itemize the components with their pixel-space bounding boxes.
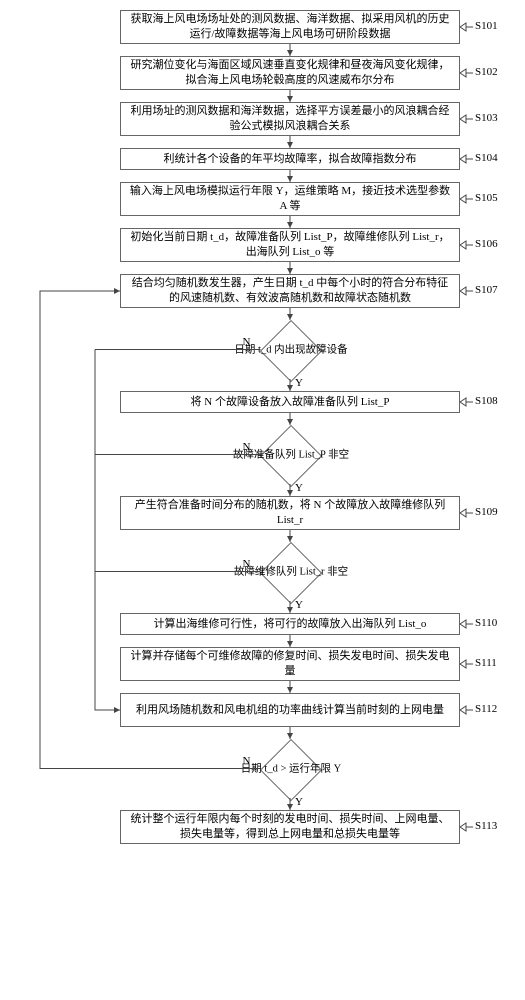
step-label-s113: S113 xyxy=(475,820,497,832)
no-label: N xyxy=(243,755,251,767)
process-text: 统计整个运行年限内每个时刻的发电时间、损失时间、上网电量、损失电量等，得到总上网… xyxy=(127,812,453,842)
process-box-s110: 计算出海维修可行性，将可行的故障放入出海队列 List_o xyxy=(120,613,460,635)
step-label-s111: S111 xyxy=(475,657,497,669)
decision-d2: 故障准备队列 List_P 非空 xyxy=(261,425,320,484)
step-label-s110: S110 xyxy=(475,617,497,629)
decision-text: 日期 t_d > 运行年限 Y xyxy=(211,763,371,776)
process-text: 利用场址的测风数据和海洋数据，选择平方误差最小的风浪耦合经验公式模拟风浪耦合关系 xyxy=(127,104,453,134)
decision-text: 日期 t_d 内出现故障设备 xyxy=(211,344,371,357)
step-label-s103: S103 xyxy=(475,112,498,124)
flowchart: 获取海上风电场场址处的测风数据、海洋数据、拟采用风机的历史运行/故障数据等海上风… xyxy=(10,10,515,856)
yes-label: Y xyxy=(295,796,303,808)
process-text: 获取海上风电场场址处的测风数据、海洋数据、拟采用风机的历史运行/故障数据等海上风… xyxy=(127,12,453,42)
no-label: N xyxy=(243,558,251,570)
decision-text: 故障准备队列 List_P 非空 xyxy=(211,449,371,462)
step-label-s107: S107 xyxy=(475,284,498,296)
process-box-s113: 统计整个运行年限内每个时刻的发电时间、损失时间、上网电量、损失电量等，得到总上网… xyxy=(120,810,460,844)
no-label: N xyxy=(243,336,251,348)
step-label-s109: S109 xyxy=(475,506,498,518)
yes-label: Y xyxy=(295,599,303,611)
process-box-s105: 输入海上风电场模拟运行年限 Y，运维策略 M，接近技术选型参数 A 等 xyxy=(120,182,460,216)
decision-text: 故障维修队列 List_r 非空 xyxy=(211,566,371,579)
step-label-s102: S102 xyxy=(475,66,498,78)
process-box-s103: 利用场址的测风数据和海洋数据，选择平方误差最小的风浪耦合经验公式模拟风浪耦合关系 xyxy=(120,102,460,136)
process-text: 利用风场随机数和风电机组的功率曲线计算当前时刻的上网电量 xyxy=(136,703,444,718)
process-box-s109: 产生符合准备时间分布的随机数，将 N 个故障放入故障维修队列 List_r xyxy=(120,496,460,530)
decision-d1: 日期 t_d 内出现故障设备 xyxy=(261,320,320,379)
process-box-s104: 利统计各个设备的年平均故障率，拟合故障指数分布 xyxy=(120,148,460,170)
step-label-s108: S108 xyxy=(475,395,498,407)
yes-label: Y xyxy=(295,482,303,494)
step-label-s105: S105 xyxy=(475,192,498,204)
process-text: 计算并存储每个可维修故障的修复时间、损失发电时间、损失发电量 xyxy=(127,649,453,679)
process-box-s102: 研究潮位变化与海面区域风速垂直变化规律和昼夜海风变化规律，拟合海上风电场轮毂高度… xyxy=(120,56,460,90)
decision-d4: 日期 t_d > 运行年限 Y xyxy=(261,739,320,798)
step-label-s104: S104 xyxy=(475,152,498,164)
process-box-s101: 获取海上风电场场址处的测风数据、海洋数据、拟采用风机的历史运行/故障数据等海上风… xyxy=(120,10,460,44)
process-text: 输入海上风电场模拟运行年限 Y，运维策略 M，接近技术选型参数 A 等 xyxy=(127,184,453,214)
process-box-s108: 将 N 个故障设备放入故障准备队列 List_P xyxy=(120,391,460,413)
process-text: 结合均匀随机数发生器，产生日期 t_d 中每个小时的符合分布特征的风速随机数、有… xyxy=(127,276,453,306)
step-label-s112: S112 xyxy=(475,703,497,715)
process-box-s111: 计算并存储每个可维修故障的修复时间、损失发电时间、损失发电量 xyxy=(120,647,460,681)
yes-label: Y xyxy=(295,377,303,389)
process-text: 产生符合准备时间分布的随机数，将 N 个故障放入故障维修队列 List_r xyxy=(127,498,453,528)
process-text: 研究潮位变化与海面区域风速垂直变化规律和昼夜海风变化规律，拟合海上风电场轮毂高度… xyxy=(127,58,453,88)
no-label: N xyxy=(243,441,251,453)
process-text: 计算出海维修可行性，将可行的故障放入出海队列 List_o xyxy=(154,617,427,632)
step-label-s101: S101 xyxy=(475,20,498,32)
process-box-s106: 初始化当前日期 t_d，故障准备队列 List_P，故障维修队列 List_r，… xyxy=(120,228,460,262)
decision-d3: 故障维修队列 List_r 非空 xyxy=(261,542,320,601)
process-text: 初始化当前日期 t_d，故障准备队列 List_P，故障维修队列 List_r，… xyxy=(127,230,453,260)
process-box-s112: 利用风场随机数和风电机组的功率曲线计算当前时刻的上网电量 xyxy=(120,693,460,727)
step-label-s106: S106 xyxy=(475,238,498,250)
process-text: 将 N 个故障设备放入故障准备队列 List_P xyxy=(191,395,390,410)
process-text: 利统计各个设备的年平均故障率，拟合故障指数分布 xyxy=(164,152,417,167)
process-box-s107: 结合均匀随机数发生器，产生日期 t_d 中每个小时的符合分布特征的风速随机数、有… xyxy=(120,274,460,308)
